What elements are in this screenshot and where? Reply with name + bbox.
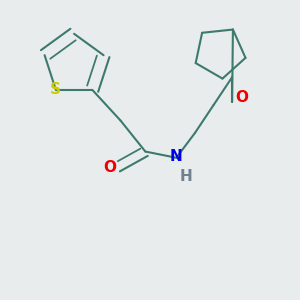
Text: O: O (103, 160, 116, 175)
Text: O: O (235, 90, 248, 105)
Text: S: S (50, 82, 61, 97)
Text: H: H (179, 169, 192, 184)
Text: N: N (170, 149, 183, 164)
